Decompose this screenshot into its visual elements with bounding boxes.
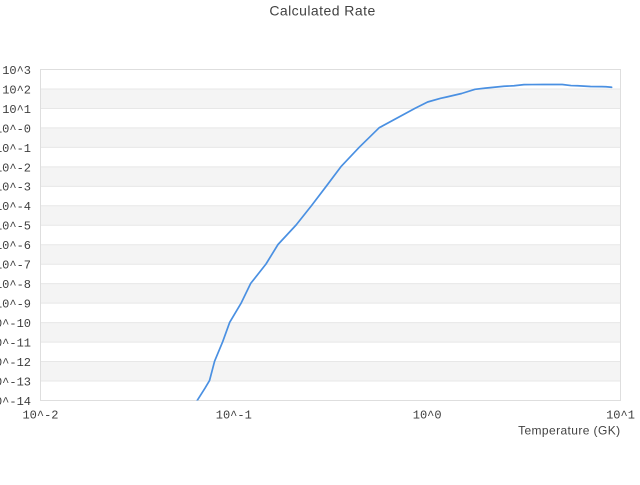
svg-text:10^-14: 10^-14 — [0, 395, 31, 409]
svg-text:10^1: 10^1 — [606, 409, 635, 423]
svg-text:10^-8: 10^-8 — [0, 278, 31, 292]
svg-text:10^-9: 10^-9 — [0, 298, 31, 312]
svg-text:10^-5: 10^-5 — [0, 220, 31, 234]
svg-text:10^-0: 10^-0 — [0, 122, 31, 136]
svg-text:10^-2: 10^-2 — [0, 161, 31, 175]
svg-text:10^-3: 10^-3 — [0, 181, 31, 195]
svg-text:10^2: 10^2 — [2, 83, 31, 97]
svg-text:10^-1: 10^-1 — [216, 409, 252, 423]
svg-text:10^0: 10^0 — [413, 409, 442, 423]
svg-text:10^-10: 10^-10 — [0, 317, 31, 331]
svg-text:10^-2: 10^-2 — [22, 409, 58, 423]
svg-text:10^1: 10^1 — [2, 103, 31, 117]
svg-text:10^-11: 10^-11 — [0, 336, 31, 350]
svg-text:10^3: 10^3 — [2, 64, 31, 78]
svg-text:10^-7: 10^-7 — [0, 259, 31, 273]
svg-text:10^-4: 10^-4 — [0, 200, 31, 214]
svg-text:10^-13: 10^-13 — [0, 375, 31, 389]
svg-text:10^-6: 10^-6 — [0, 239, 31, 253]
svg-text:10^-12: 10^-12 — [0, 356, 31, 370]
svg-text:Calculated Rate: Calculated Rate — [269, 3, 375, 19]
svg-text:10^-1: 10^-1 — [0, 142, 31, 156]
svg-text:Temperature (GK): Temperature (GK) — [518, 424, 620, 438]
